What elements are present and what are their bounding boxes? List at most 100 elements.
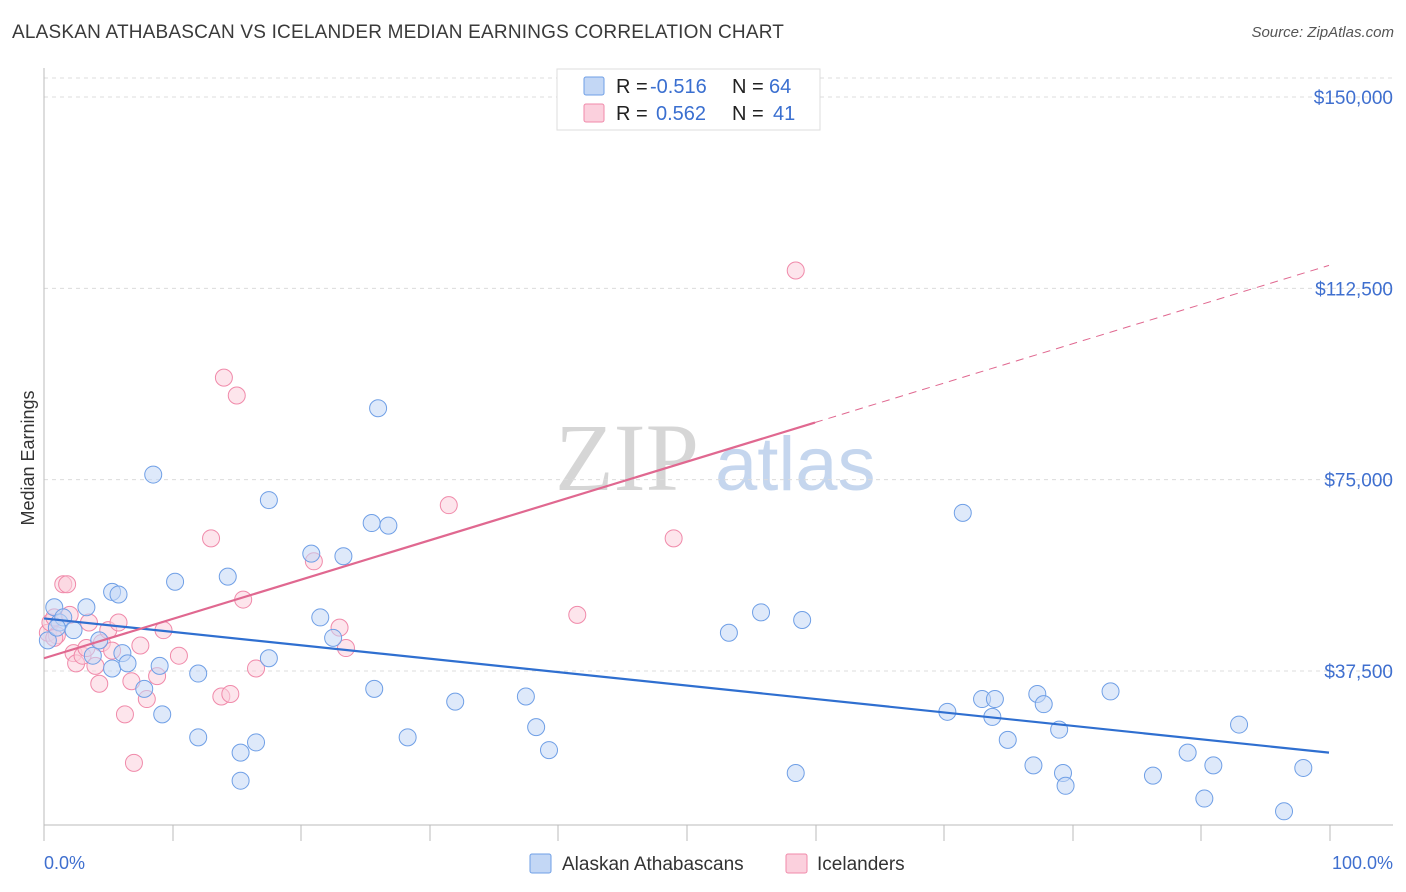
y-tick-label-3: $150,000 [1314,88,1393,109]
athabascan-point-14 [144,465,163,484]
athabascan-point-16 [153,705,172,724]
icelander-point-29 [221,684,240,703]
icelander-point-25 [169,646,188,665]
legend-r-label-2: R = [616,103,648,125]
legend-r-value-2: 0.562 [656,103,706,125]
watermark-atlas: atlas [715,422,876,507]
athabascan-point-57 [1178,743,1197,762]
athabascan-point-38 [540,741,559,760]
y-tick-label-2: $112,500 [1315,279,1393,300]
athabascan-point-36 [516,687,535,706]
athabascan-point-40 [752,603,771,622]
watermark-zip: ZIP [555,404,699,511]
athabascan-point-33 [379,516,398,535]
athabascan-point-35 [446,692,465,711]
athabascan-point-28 [324,628,343,647]
athabascan-point-48 [998,730,1017,749]
athabascan-point-31 [365,679,384,698]
athabascan-point-8 [103,659,122,678]
athabascan-point-56 [1143,766,1162,785]
icelander-point-28 [214,368,233,387]
icelander-point-39 [786,261,805,280]
athabascan-points [38,399,1313,821]
bottom-legend-athabascan: Alaskan Athabascans [562,854,744,875]
icelander-trend-line [43,421,816,660]
bottom-legend-icelander: Icelanders [817,854,905,875]
trend-lines [43,264,1330,754]
athabascan-point-20 [218,567,237,586]
y-tick-label-0: $37,500 [1324,662,1393,683]
athabascan-point-10 [109,585,128,604]
icelander-point-32 [247,659,266,678]
athabascan-point-39 [719,623,738,642]
chart-title: ALASKAN ATHABASCAN VS ICELANDER MEDIAN E… [12,22,785,43]
legend-swatch-athabascan [583,76,605,96]
icelander-point-21 [131,636,150,655]
legend-r-value-1: -0.516 [650,76,707,98]
athabascan-point-27 [311,608,330,627]
athabascan-point-25 [259,491,278,510]
legend-r-label-1: R = [616,76,648,98]
bottom-legend-swatch-icelander [785,853,808,874]
grid-lines [44,77,1393,672]
icelander-point-13 [90,674,109,693]
icelander-point-5 [58,575,77,594]
y-tick-label-1: $75,000 [1324,471,1393,492]
athabascan-point-47 [985,690,1004,709]
athabascan-point-41 [786,764,805,783]
legend: R = -0.516 N = 64 R = 0.562 N = 41 [556,68,821,131]
bottom-legend: Alaskan Athabascans Icelanders [529,853,905,875]
athabascan-point-32 [369,399,388,418]
athabascan-point-12 [118,654,137,673]
athabascan-point-54 [1056,776,1075,795]
athabascan-point-24 [259,649,278,668]
icelander-points [38,261,805,772]
athabascan-trend-line [43,617,1330,754]
athabascan-point-19 [189,728,208,747]
legend-n-value-2: 41 [773,103,795,125]
x-tick-label-min: 0.0% [44,853,85,873]
y-axis-label: Median Earnings [18,390,38,525]
athabascan-point-59 [1204,756,1223,775]
axes [43,68,1393,841]
y-tick-labels: $37,500 $75,000 $112,500 $150,000 [1314,88,1393,683]
athabascan-point-23 [247,733,266,752]
athabascan-point-42 [793,610,812,629]
athabascan-point-6 [83,646,102,665]
athabascan-point-60 [1230,715,1249,734]
source-credit: Source: ZipAtlas.com [1251,24,1394,41]
athabascan-point-62 [1294,758,1313,777]
bottom-legend-swatch-athabascan [529,853,552,874]
athabascan-point-0 [38,631,57,650]
athabascan-point-34 [398,728,417,747]
legend-n-label-1: N = [732,76,764,98]
x-tick-label-max: 100.0% [1332,853,1393,873]
icelander-point-38 [664,529,683,548]
athabascan-point-15 [150,656,169,675]
athabascan-point-5 [77,598,96,617]
athabascan-point-58 [1195,789,1214,808]
icelander-point-30 [227,386,246,405]
athabascan-point-30 [362,514,381,533]
athabascan-point-21 [231,743,250,762]
legend-n-value-1: 64 [769,76,791,98]
icelander-point-26 [202,529,221,548]
athabascan-point-13 [135,679,154,698]
athabascan-point-49 [1024,756,1043,775]
athabascan-point-22 [231,771,250,790]
legend-swatch-icelander [583,103,605,123]
athabascan-point-37 [527,718,546,737]
athabascan-point-44 [953,503,972,522]
icelander-point-20 [124,753,143,772]
icelander-point-18 [115,705,134,724]
athabascan-point-51 [1034,695,1053,714]
athabascan-point-17 [166,572,185,591]
icelander-trend-line-extension [814,264,1330,423]
athabascan-point-55 [1101,682,1120,701]
icelander-point-37 [568,605,587,624]
athabascan-point-26 [302,544,321,563]
athabascan-point-18 [189,664,208,683]
legend-n-label-2: N = [732,103,764,125]
icelander-point-17 [109,613,128,632]
